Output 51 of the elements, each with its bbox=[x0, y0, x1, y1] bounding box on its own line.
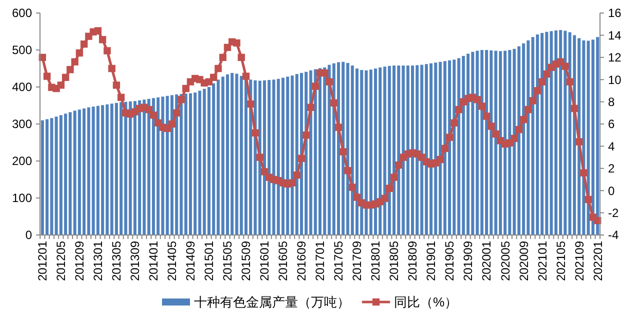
x-tick-label: 202001 bbox=[480, 240, 494, 282]
y2-tick-label: 4 bbox=[608, 139, 615, 154]
x-tick-label: 201209 bbox=[72, 240, 87, 282]
x-tick-label: 201701 bbox=[313, 240, 328, 282]
x-tick-label: 201205 bbox=[54, 240, 68, 282]
x-tick-label: 202201 bbox=[590, 240, 605, 282]
y2-tick-label: 14 bbox=[608, 28, 622, 42]
x-tick-label: 201805 bbox=[387, 240, 402, 282]
x-tick-label: 201305 bbox=[110, 240, 124, 282]
x-tick-label: 201409 bbox=[184, 240, 198, 282]
legend-label: 十种有色金属产量（万吨） bbox=[194, 294, 350, 310]
y2-tick-label: 2 bbox=[608, 162, 615, 176]
x-tick-label: 201601 bbox=[258, 240, 272, 282]
x-tick-label: 201809 bbox=[406, 240, 420, 282]
x-tick-label: 201405 bbox=[165, 240, 180, 282]
y-tick-label: 500 bbox=[12, 43, 32, 58]
y-tick-label: 600 bbox=[12, 6, 32, 20]
y-tick-label: 100 bbox=[12, 191, 32, 206]
y2-tick-label: 0 bbox=[608, 184, 615, 198]
y-tick-label: 0 bbox=[25, 228, 32, 242]
x-tick-label: 202105 bbox=[554, 240, 568, 282]
legend-label: 同比（%） bbox=[394, 294, 458, 310]
y2-tick-label: 8 bbox=[608, 95, 615, 109]
x-tick-label: 201905 bbox=[442, 240, 457, 282]
y-tick-label: 200 bbox=[12, 154, 32, 168]
y2-tick-label: 16 bbox=[608, 6, 622, 20]
y2-tick-label: 6 bbox=[608, 117, 615, 132]
x-tick-label: 201301 bbox=[91, 240, 106, 282]
y2-tick-label: 12 bbox=[608, 50, 622, 65]
x-tick-label: 201505 bbox=[220, 240, 235, 282]
y2-tick-label: -4 bbox=[608, 228, 619, 242]
x-tick-label: 201309 bbox=[128, 240, 142, 282]
x-tick-label: 201709 bbox=[350, 240, 364, 282]
x-tick-label: 201509 bbox=[239, 240, 254, 282]
x-tick-label: 202109 bbox=[572, 240, 586, 282]
y2-tick-label: -2 bbox=[608, 206, 619, 220]
x-tick-label: 201909 bbox=[461, 240, 476, 282]
x-tick-label: 201801 bbox=[368, 240, 383, 282]
y2-tick-label: 10 bbox=[608, 72, 622, 87]
x-tick-label: 202101 bbox=[535, 240, 550, 282]
x-tick-label: 201201 bbox=[36, 240, 50, 282]
x-tick-label: 201901 bbox=[424, 240, 438, 282]
x-tick-label: 201705 bbox=[332, 240, 346, 282]
x-tick-label: 202005 bbox=[498, 240, 512, 282]
x-tick-label: 201401 bbox=[146, 240, 161, 282]
x-tick-label: 201609 bbox=[294, 240, 309, 282]
x-tick-label: 201501 bbox=[202, 240, 216, 282]
x-tick-label: 201605 bbox=[276, 240, 290, 282]
y-tick-label: 300 bbox=[12, 117, 32, 132]
x-tick-label: 202009 bbox=[516, 240, 531, 282]
y-tick-label: 400 bbox=[12, 80, 32, 94]
